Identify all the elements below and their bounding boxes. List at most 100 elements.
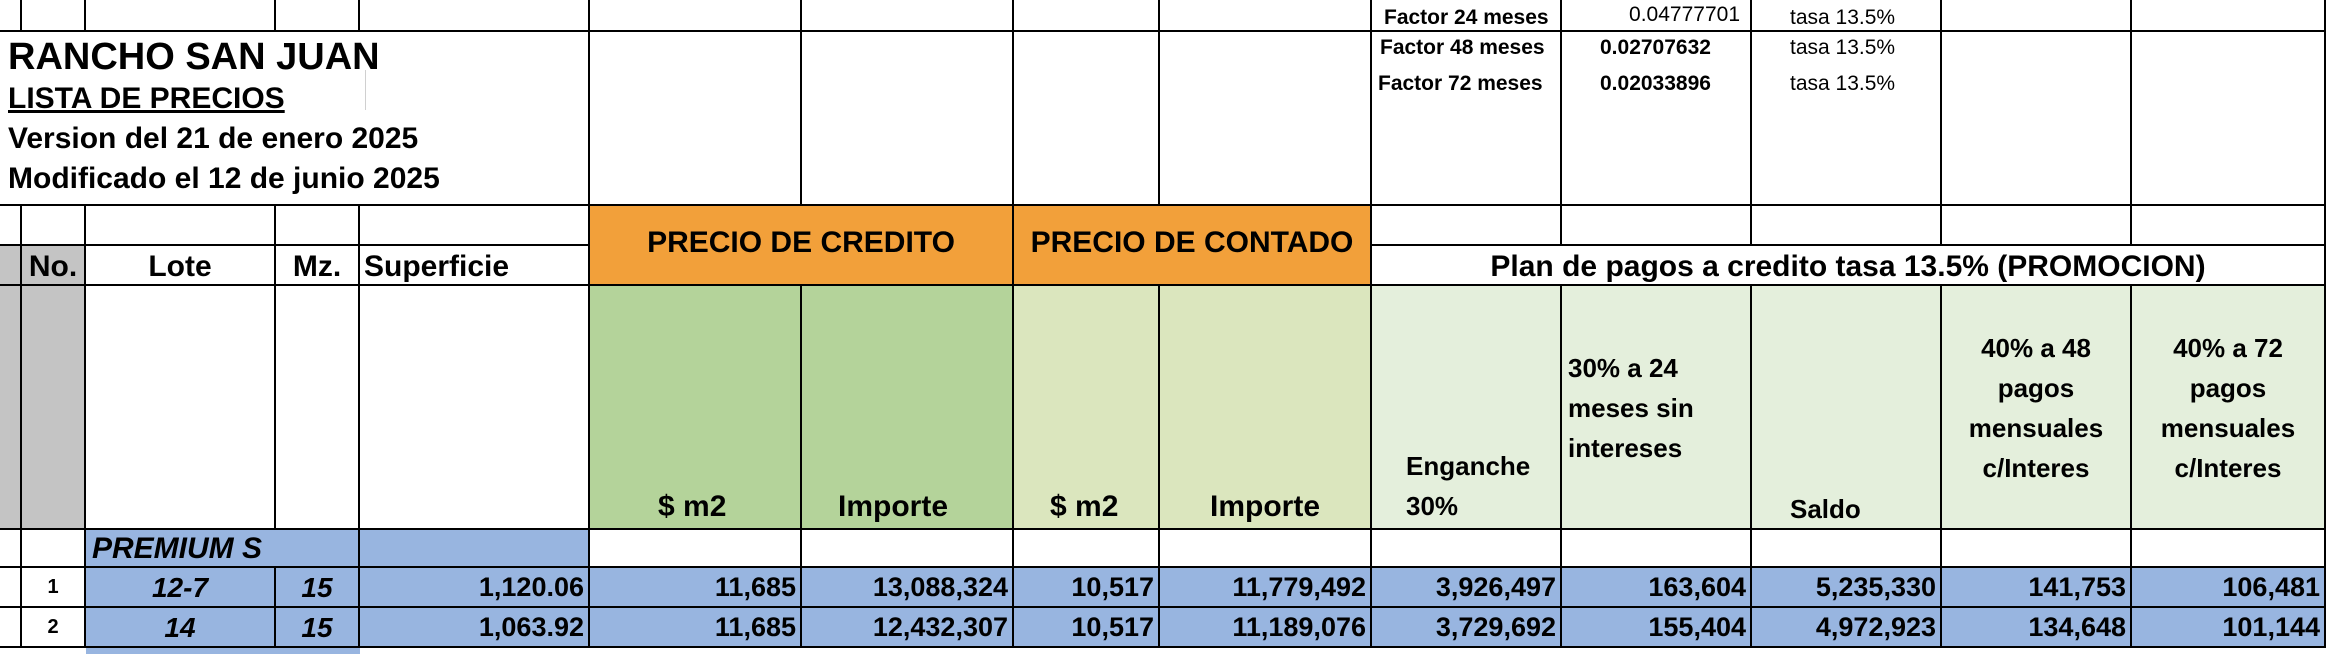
cell[interactable] bbox=[1014, 530, 1160, 568]
gutter bbox=[0, 246, 22, 286]
cell[interactable] bbox=[0, 568, 22, 608]
cell[interactable] bbox=[1160, 32, 1372, 206]
table-row-1-saldo[interactable]: 5,235,330 bbox=[1752, 568, 1942, 608]
table-row-1-superficie[interactable]: 1,120.06 bbox=[360, 568, 590, 608]
cell[interactable] bbox=[2132, 206, 2326, 246]
table-row-2-contado-m2[interactable]: 10,517 bbox=[1014, 608, 1160, 648]
table-row-2-lote[interactable]: 14 bbox=[86, 608, 276, 648]
cell[interactable] bbox=[1160, 0, 1372, 32]
table-row-1-40-48[interactable]: 141,753 bbox=[1942, 568, 2132, 608]
gridline bbox=[365, 70, 366, 110]
table-row-2-enganche[interactable]: 3,729,692 bbox=[1372, 608, 1562, 648]
cell[interactable] bbox=[1562, 206, 1752, 246]
header-precio-contado[interactable]: PRECIO DE CONTADO bbox=[1014, 206, 1372, 286]
header-mz[interactable]: Mz. bbox=[276, 246, 360, 286]
table-row-2-40-72[interactable]: 101,144 bbox=[2132, 608, 2326, 648]
subheader-contado-m2[interactable]: $ m2 bbox=[1014, 286, 1160, 530]
header-precio-credito[interactable]: PRECIO DE CREDITO bbox=[590, 206, 1014, 286]
table-row-2-no[interactable]: 2 bbox=[22, 608, 86, 648]
factor-24-label[interactable]: Factor 24 meses bbox=[1372, 0, 1562, 32]
factor-24-rate[interactable]: tasa 13.5% bbox=[1752, 0, 1942, 32]
cell[interactable] bbox=[1014, 32, 1160, 206]
section-label-cell[interactable]: PREMIUM S bbox=[86, 530, 360, 568]
cell[interactable] bbox=[276, 206, 360, 246]
cell[interactable] bbox=[22, 286, 86, 530]
cell[interactable] bbox=[0, 206, 22, 246]
header-no[interactable]: No. bbox=[22, 246, 86, 286]
header-plan-pagos[interactable]: Plan de pagos a credito tasa 13.5% (PROM… bbox=[1372, 246, 2326, 286]
cell[interactable] bbox=[276, 286, 360, 530]
cell[interactable] bbox=[360, 286, 590, 530]
table-row-1-30-24[interactable]: 163,604 bbox=[1562, 568, 1752, 608]
subheader-credito-m2[interactable]: $ m2 bbox=[590, 286, 802, 530]
subheader-40-72[interactable]: 40% a 72 pagos mensuales c/Interes bbox=[2132, 286, 2326, 530]
cell[interactable] bbox=[276, 0, 360, 32]
cell[interactable] bbox=[86, 206, 276, 246]
factor-24-value[interactable]: 0.04777701 bbox=[1562, 0, 1752, 32]
table-row-1-contado-importe[interactable]: 11,779,492 bbox=[1160, 568, 1372, 608]
cell[interactable] bbox=[1372, 530, 1562, 568]
factor-values-cell[interactable]: 0.02707632 0.02033896 bbox=[1562, 32, 1752, 206]
cell[interactable] bbox=[360, 206, 590, 246]
cell[interactable] bbox=[1562, 530, 1752, 568]
subheader-enganche[interactable]: Enganche 30% bbox=[1372, 286, 1562, 530]
cell[interactable] bbox=[1942, 206, 2132, 246]
cell[interactable] bbox=[360, 530, 590, 568]
factor-labels-cell[interactable]: Factor 48 meses Factor 72 meses bbox=[1372, 32, 1562, 206]
cell[interactable] bbox=[22, 206, 86, 246]
cell[interactable] bbox=[1942, 32, 2132, 206]
cell[interactable] bbox=[802, 32, 1014, 206]
header-lote[interactable]: Lote bbox=[86, 246, 276, 286]
cell[interactable] bbox=[590, 530, 802, 568]
table-row-2-credito-m2[interactable]: 11,685 bbox=[590, 608, 802, 648]
table-row-1-no[interactable]: 1 bbox=[22, 568, 86, 608]
subheader-credito-importe[interactable]: Importe bbox=[802, 286, 1014, 530]
table-row-2-superficie[interactable]: 1,063.92 bbox=[360, 608, 590, 648]
table-row-1-mz[interactable]: 15 bbox=[276, 568, 360, 608]
cell[interactable] bbox=[22, 0, 86, 32]
table-row-1-enganche[interactable]: 3,926,497 bbox=[1372, 568, 1562, 608]
header-superficie[interactable]: Superficie bbox=[360, 246, 590, 286]
cell[interactable] bbox=[1752, 206, 1942, 246]
cell[interactable] bbox=[86, 0, 276, 32]
table-row-2-contado-importe[interactable]: 11,189,076 bbox=[1160, 608, 1372, 648]
table-row-1-credito-importe[interactable]: 13,088,324 bbox=[802, 568, 1014, 608]
cell[interactable] bbox=[0, 530, 22, 568]
subheader-40-48[interactable]: 40% a 48 pagos mensuales c/Interes bbox=[1942, 286, 2132, 530]
cell[interactable] bbox=[1942, 0, 2132, 32]
table-row-2-saldo[interactable]: 4,972,923 bbox=[1752, 608, 1942, 648]
cell[interactable] bbox=[590, 32, 802, 206]
cell[interactable] bbox=[360, 0, 590, 32]
subheader-label: Importe bbox=[838, 490, 949, 523]
table-row-1-credito-m2[interactable]: 11,685 bbox=[590, 568, 802, 608]
subheader-saldo[interactable]: Saldo bbox=[1752, 286, 1942, 530]
cell[interactable] bbox=[802, 0, 1014, 32]
cell[interactable] bbox=[0, 608, 22, 648]
factor-rates-cell[interactable]: tasa 13.5% tasa 13.5% bbox=[1752, 32, 1942, 206]
table-row-2-40-48[interactable]: 134,648 bbox=[1942, 608, 2132, 648]
factor-value: 0.02707632 bbox=[1600, 36, 1711, 59]
cell[interactable] bbox=[1752, 530, 1942, 568]
cell[interactable] bbox=[2132, 0, 2326, 32]
table-row-1-contado-m2[interactable]: 10,517 bbox=[1014, 568, 1160, 608]
table-row-2-mz[interactable]: 15 bbox=[276, 608, 360, 648]
subheader-contado-importe[interactable]: Importe bbox=[1160, 286, 1372, 530]
cell[interactable] bbox=[22, 530, 86, 568]
cell[interactable] bbox=[0, 0, 22, 32]
cell[interactable] bbox=[1160, 530, 1372, 568]
cell[interactable] bbox=[86, 286, 276, 530]
cell[interactable] bbox=[802, 530, 1014, 568]
header-label: PRECIO DE CREDITO bbox=[647, 226, 955, 259]
table-row-1-lote[interactable]: 12-7 bbox=[86, 568, 276, 608]
cell[interactable] bbox=[590, 0, 802, 32]
table-row-2-30-24[interactable]: 155,404 bbox=[1562, 608, 1752, 648]
title-block[interactable]: RANCHO SAN JUAN LISTA DE PRECIOS Version… bbox=[0, 32, 590, 206]
subheader-30-24[interactable]: 30% a 24 meses sin intereses bbox=[1562, 286, 1752, 530]
cell[interactable] bbox=[2132, 32, 2326, 206]
table-row-1-40-72[interactable]: 106,481 bbox=[2132, 568, 2326, 608]
cell[interactable] bbox=[2132, 530, 2326, 568]
cell[interactable] bbox=[1372, 206, 1562, 246]
cell[interactable] bbox=[1942, 530, 2132, 568]
table-row-2-credito-importe[interactable]: 12,432,307 bbox=[802, 608, 1014, 648]
cell[interactable] bbox=[1014, 0, 1160, 32]
